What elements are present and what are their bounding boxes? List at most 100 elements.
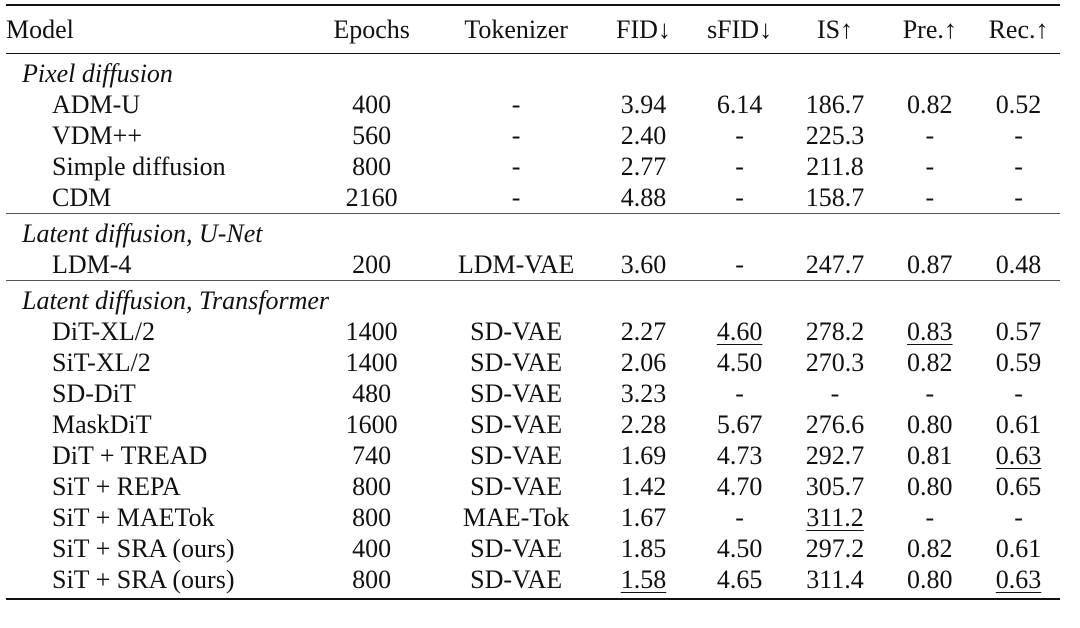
- cell-pre: 0.82: [907, 534, 953, 563]
- cell-sfid: 4.70: [716, 472, 763, 501]
- cell-fid: 2.40: [620, 121, 667, 150]
- cell-fid: 3.23: [620, 379, 667, 408]
- table-row: ADM-U 400 - 3.94 6.14 186.7 0.82 0.52: [6, 89, 1060, 120]
- cell-epochs: 560: [352, 121, 392, 150]
- cell-is: 276.6: [805, 410, 865, 439]
- cell-sfid: 4.60: [716, 317, 763, 346]
- cell-model: LDM-4: [52, 250, 132, 279]
- cell-is: 225.3: [805, 121, 865, 150]
- cell-pre: -: [925, 503, 935, 532]
- header-fid: FID↓: [595, 4, 692, 54]
- cell-fid: 1.85: [620, 534, 667, 563]
- cell-tokenizer: SD-VAE: [470, 534, 563, 563]
- cell-sfid: 4.50: [716, 534, 763, 563]
- cell-rec: 0.59: [995, 348, 1042, 377]
- cell-rec: -: [1014, 121, 1023, 150]
- table-row: SiT-XL/2 1400 SD-VAE 2.06 4.50 270.3 0.8…: [6, 347, 1060, 378]
- table-row: SiT + SRA (ours) 800 SD-VAE 1.58 4.65 31…: [6, 564, 1060, 600]
- cell-rec: 0.65: [995, 472, 1042, 501]
- cell-fid: 1.58: [595, 564, 692, 600]
- cell-is: 305.7: [805, 472, 865, 501]
- cell-sfid: 5.67: [716, 410, 763, 439]
- header-model: Model: [6, 4, 307, 54]
- cell-pre: 0.80: [907, 410, 953, 439]
- header-recall: Rec.↑: [977, 4, 1060, 54]
- cell-model: SiT-XL/2: [52, 348, 151, 377]
- cell-fid: 2.27: [620, 317, 667, 346]
- cell-fid: 2.28: [620, 410, 667, 439]
- table-row: Simple diffusion 800 - 2.77 - 211.8 - -: [6, 151, 1060, 182]
- cell-fid: 4.88: [620, 183, 667, 212]
- cell-model: SD-DiT: [52, 379, 136, 408]
- table-row: SiT + MAETok 800 MAE-Tok 1.67 - 311.2 - …: [6, 502, 1060, 533]
- cell-epochs: 800: [306, 564, 437, 600]
- cell-epochs: 800: [352, 152, 392, 181]
- cell-pre: -: [925, 152, 935, 181]
- cell-rec: 0.52: [995, 90, 1042, 119]
- cell-rec: -: [1014, 379, 1023, 408]
- cell-epochs: 400: [352, 90, 392, 119]
- group-title-row: Pixel diffusion: [6, 54, 1060, 90]
- table-row: DiT + TREAD 740 SD-VAE 1.69 4.73 292.7 0…: [6, 440, 1060, 471]
- cell-model: ADM-U: [52, 90, 141, 119]
- cell-tokenizer: SD-VAE: [470, 379, 563, 408]
- cell-is: 186.7: [805, 90, 865, 119]
- cell-model: SiT + MAETok: [52, 503, 215, 532]
- cell-is: 311.2: [806, 503, 864, 532]
- cell-model: SiT + SRA (ours): [6, 564, 307, 600]
- group-title: Pixel diffusion: [22, 59, 173, 88]
- cell-model: Simple diffusion: [52, 152, 226, 181]
- cell-epochs: 480: [352, 379, 392, 408]
- table-row: DiT-XL/2 1400 SD-VAE 2.27 4.60 278.2 0.8…: [6, 316, 1060, 347]
- results-table: Model Epochs Tokenizer FID↓ sFID↓ IS↑ Pr…: [6, 4, 1060, 600]
- cell-sfid: -: [735, 250, 744, 279]
- cell-epochs: 800: [352, 472, 392, 501]
- header-epochs: Epochs: [306, 4, 437, 54]
- cell-pre: 0.83: [907, 317, 953, 346]
- cell-fid: 1.42: [620, 472, 667, 501]
- cell-is: 247.7: [805, 250, 865, 279]
- cell-epochs: 2160: [345, 183, 398, 212]
- table-row: SiT + REPA 800 SD-VAE 1.42 4.70 305.7 0.…: [6, 471, 1060, 502]
- cell-tokenizer: -: [511, 90, 521, 119]
- cell-rec: 0.57: [995, 317, 1042, 346]
- cell-tokenizer: SD-VAE: [470, 410, 563, 439]
- cell-tokenizer: SD-VAE: [470, 472, 563, 501]
- group-title-row: Latent diffusion, U-Net: [6, 213, 1060, 249]
- cell-is: 270.3: [805, 348, 865, 377]
- cell-pre: -: [925, 183, 935, 212]
- group-title-row: Latent diffusion, Transformer: [6, 280, 1060, 316]
- cell-rec: 0.63: [977, 564, 1060, 600]
- cell-fid: 3.94: [620, 90, 667, 119]
- cell-model: VDM++: [52, 121, 142, 150]
- header-sfid: sFID↓: [691, 4, 788, 54]
- cell-fid: 1.67: [620, 503, 667, 532]
- cell-tokenizer: SD-VAE: [436, 564, 596, 600]
- cell-model: DiT-XL/2: [52, 317, 156, 346]
- cell-sfid: -: [735, 121, 744, 150]
- cell-is: -: [830, 379, 840, 408]
- header-tokenizer: Tokenizer: [436, 4, 596, 54]
- cell-pre: 0.81: [907, 441, 953, 470]
- cell-pre: 0.82: [907, 90, 953, 119]
- group-title: Latent diffusion, Transformer: [6, 280, 1060, 316]
- cell-sfid: -: [735, 152, 744, 181]
- cell-epochs: 1400: [345, 348, 398, 377]
- cell-rec: 0.61: [995, 410, 1042, 439]
- header-precision: Pre.↑: [882, 4, 978, 54]
- cell-model: SiT + REPA: [52, 472, 181, 501]
- header-is: IS↑: [787, 4, 883, 54]
- cell-model: SiT + SRA (ours): [52, 534, 235, 563]
- cell-rec: 0.63: [995, 441, 1042, 470]
- cell-fid: 2.77: [620, 152, 667, 181]
- cell-model: CDM: [52, 183, 112, 212]
- cell-rec: -: [1014, 152, 1023, 181]
- cell-epochs: 400: [352, 534, 392, 563]
- cell-sfid: 4.73: [716, 441, 763, 470]
- cell-pre: -: [925, 121, 935, 150]
- cell-epochs: 800: [352, 503, 392, 532]
- cell-rec: -: [1014, 503, 1023, 532]
- cell-rec: -: [1014, 183, 1023, 212]
- cell-is: 311.4: [787, 564, 883, 600]
- cell-epochs: 740: [352, 441, 392, 470]
